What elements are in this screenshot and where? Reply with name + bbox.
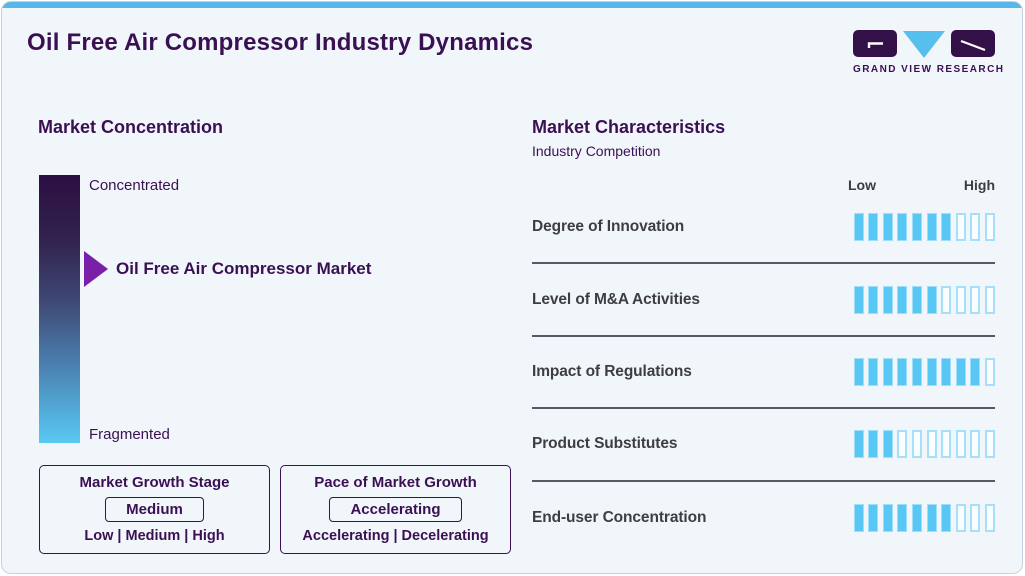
rating-bars	[853, 285, 995, 314]
rating-segment-filled	[941, 357, 952, 386]
market-position-label: Oil Free Air Compressor Market	[116, 259, 372, 278]
rating-bars	[853, 357, 995, 386]
fragmented-label: Fragmented	[89, 426, 170, 443]
characteristic-label: Product Substitutes	[532, 435, 678, 453]
growth-stage-title: Market Growth Stage	[79, 474, 230, 491]
rating-segment-empty	[955, 503, 966, 532]
scale-low-label: Low	[848, 177, 876, 193]
rating-segment-filled	[882, 285, 893, 314]
rating-segment-empty	[955, 213, 966, 242]
gvr-logo: GRAND VIEW RESEARCH	[853, 30, 1005, 75]
rating-segment-empty	[985, 503, 995, 532]
rating-segment-filled	[897, 357, 908, 386]
rating-segment-filled	[926, 357, 937, 386]
rating-segment-empty	[912, 430, 923, 459]
rating-segment-empty	[941, 430, 952, 459]
rating-segment-filled	[955, 357, 966, 386]
rating-segment-filled	[868, 357, 879, 386]
characteristic-label: End-user Concentration	[532, 508, 707, 526]
rating-segment-filled	[882, 357, 893, 386]
rating-segment-filled	[941, 213, 952, 242]
rating-segment-empty	[985, 430, 995, 459]
brand-name: GRAND VIEW RESEARCH	[853, 64, 1005, 75]
growth-pace-options: Accelerating | Decelerating	[302, 528, 489, 544]
rating-segment-filled	[897, 503, 908, 532]
market-growth-stage-box: Market Growth Stage Medium Low | Medium …	[39, 465, 270, 554]
rating-segment-filled	[868, 213, 879, 242]
rating-segment-filled	[926, 213, 937, 242]
characteristic-label: Degree of Innovation	[532, 218, 685, 236]
characteristic-row: End-user Concentration	[532, 482, 995, 554]
rating-segment-filled	[882, 213, 893, 242]
market-concentration-heading: Market Concentration	[38, 117, 224, 137]
rating-segment-filled	[897, 285, 908, 314]
rating-segment-filled	[926, 503, 937, 532]
logo-r-block-icon	[951, 30, 995, 57]
logo-g-block-icon	[853, 30, 897, 57]
rating-bars	[853, 213, 995, 242]
concentrated-label: Concentrated	[89, 177, 180, 194]
characteristic-row: Level of M&A Activities	[532, 264, 995, 337]
growth-pace-value: Accelerating	[329, 497, 462, 522]
logo-v-triangle-icon	[903, 31, 945, 58]
growth-stage-options: Low | Medium | High	[84, 528, 225, 544]
rating-segment-empty	[970, 430, 981, 459]
market-position-marker: Oil Free Air Compressor Market	[84, 251, 371, 287]
rating-bars	[853, 430, 995, 459]
rating-segment-empty	[985, 357, 995, 386]
rating-segment-filled	[853, 213, 864, 242]
rating-segment-filled	[853, 430, 864, 459]
characteristic-row: Degree of Innovation	[532, 192, 995, 265]
rating-bars	[853, 503, 995, 532]
rating-segment-filled	[868, 285, 879, 314]
rating-segment-empty	[955, 285, 966, 314]
pace-of-growth-box: Pace of Market Growth Accelerating Accel…	[280, 465, 511, 554]
top-accent-bar	[2, 2, 1022, 8]
characteristic-label: Level of M&A Activities	[532, 290, 700, 308]
rating-segment-filled	[853, 357, 864, 386]
gvr-logo-marks	[853, 30, 995, 58]
scale-high-label: High	[963, 177, 995, 193]
characteristic-label: Impact of Regulations	[532, 362, 692, 380]
rating-segment-filled	[912, 213, 923, 242]
rating-segment-empty	[985, 213, 995, 242]
rating-segment-empty	[897, 430, 908, 459]
growth-pace-title: Pace of Market Growth	[314, 474, 477, 491]
rating-segment-empty	[926, 430, 937, 459]
rating-segment-filled	[912, 503, 923, 532]
rating-segment-empty	[970, 213, 981, 242]
rating-segment-empty	[941, 285, 952, 314]
characteristic-row: Product Substitutes	[532, 409, 995, 482]
rating-segment-filled	[882, 430, 893, 459]
rating-segment-filled	[926, 285, 937, 314]
rating-segment-filled	[970, 357, 981, 386]
rating-segment-filled	[868, 503, 879, 532]
rating-segment-empty	[970, 503, 981, 532]
growth-info-boxes: Market Growth Stage Medium Low | Medium …	[39, 465, 511, 554]
market-characteristics-heading: Market Characteristics	[532, 117, 726, 137]
growth-stage-value: Medium	[105, 497, 204, 522]
marker-arrow-icon	[84, 251, 108, 287]
rating-segment-filled	[912, 357, 923, 386]
rating-segment-empty	[985, 285, 995, 314]
rating-segment-filled	[912, 285, 923, 314]
rating-segment-filled	[853, 503, 864, 532]
industry-competition-subheading: Industry Competition	[532, 143, 661, 159]
characteristic-row: Impact of Regulations	[532, 337, 995, 410]
rating-segment-filled	[868, 430, 879, 459]
rating-segment-filled	[941, 503, 952, 532]
concentration-gradient-bar	[39, 175, 80, 443]
rating-segment-filled	[897, 213, 908, 242]
rating-segment-empty	[955, 430, 966, 459]
rating-scale-labels: Low High	[848, 177, 995, 193]
rating-segment-filled	[882, 503, 893, 532]
rating-segment-empty	[970, 285, 981, 314]
characteristics-rows: Degree of Innovation Level of M&A Activit…	[532, 192, 995, 554]
page-title: Oil Free Air Compressor Industry Dynamic…	[27, 29, 534, 56]
rating-segment-filled	[853, 285, 864, 314]
